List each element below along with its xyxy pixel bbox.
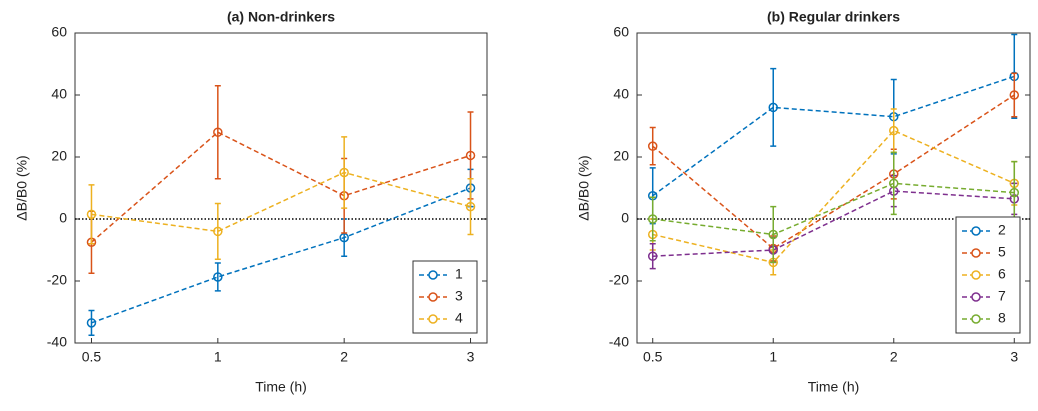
marker: [647, 251, 658, 261]
error-bar: [1011, 72, 1018, 118]
marker: [465, 201, 476, 212]
y-tick-label: 20: [51, 148, 67, 164]
y-tick-label: -40: [609, 334, 629, 350]
y-tick-label: -40: [47, 334, 67, 350]
chart: (a) Non-drinkers Time (h) ΔB/B0 (%) -40 -20 0…: [14, 9, 488, 395]
y-tick-label: 60: [51, 24, 67, 40]
x-tick-label: 2: [340, 349, 348, 365]
x-tick-label: 0.5: [82, 349, 102, 365]
error-bar: [649, 126, 656, 166]
legend-label: 4: [455, 310, 463, 326]
series-line: [91, 187, 471, 324]
marker: [768, 102, 778, 113]
x-tick-label: 0.5: [643, 349, 663, 365]
y-tick-label: -20: [609, 272, 629, 288]
error-bar: [88, 309, 95, 336]
marker: [465, 150, 476, 161]
marker: [889, 178, 899, 189]
marker: [768, 229, 778, 240]
error-bar: [770, 67, 777, 147]
y-tick-label: 60: [613, 24, 629, 40]
series-line: [91, 171, 471, 233]
error-bar: [214, 262, 221, 292]
legend-swatch: [971, 248, 981, 258]
legend-label: 6: [998, 266, 1006, 282]
x-tick-label: 1: [769, 349, 777, 365]
marker: [339, 167, 349, 178]
y-tick-label: 40: [51, 86, 67, 102]
error-bar: [88, 184, 95, 245]
series-line: [652, 75, 1015, 197]
legend-label: 1: [455, 266, 463, 282]
legend-label: 7: [998, 288, 1006, 304]
y-axis-label: ΔB/B0 (%): [14, 155, 30, 220]
marker: [889, 125, 899, 136]
y-axis-label: ΔB/B0 (%): [576, 155, 592, 220]
x-tick-label: 1: [214, 349, 222, 365]
y-tick-label: 20: [613, 148, 629, 164]
legend-label: 5: [998, 244, 1006, 260]
chart-title: (b) Regular drinkers: [767, 9, 900, 25]
error-bar: [890, 151, 897, 216]
x-tick-label: 2: [890, 349, 898, 365]
error-bar: [214, 202, 221, 261]
y-tick-label: 0: [621, 210, 629, 226]
legend-swatch: [971, 314, 981, 324]
series-line: [652, 182, 1015, 236]
marker: [1009, 187, 1020, 198]
y-tick-label: 0: [59, 210, 67, 226]
legend-swatch: [428, 314, 438, 324]
x-tick-label: 3: [467, 349, 475, 365]
marker: [86, 318, 97, 328]
chart: (b) Regular drinkers Time (h) ΔB/B0 (%) -40…: [576, 9, 1031, 395]
error-bar: [649, 196, 656, 242]
legend-swatch: [971, 270, 981, 280]
series-line: [652, 190, 1015, 257]
legend-swatch: [428, 270, 438, 280]
error-bar: [341, 136, 348, 209]
legend-swatch: [428, 292, 438, 302]
x-axis-label: Time (h): [255, 379, 307, 395]
marker: [213, 226, 223, 237]
series-line: [652, 129, 1015, 264]
error-bar: [467, 177, 474, 236]
x-tick-label: 3: [1010, 349, 1018, 365]
series-line: [652, 94, 1015, 250]
y-tick-label: -20: [47, 272, 67, 288]
legend-label: 2: [998, 222, 1006, 238]
legend-label: 3: [455, 288, 463, 304]
marker: [213, 127, 223, 137]
marker: [213, 272, 223, 282]
error-bar: [214, 84, 221, 180]
error-bar: [770, 205, 777, 264]
x-axis-label: Time (h): [808, 379, 860, 395]
marker: [647, 141, 658, 151]
legend-swatch: [971, 226, 981, 236]
marker: [647, 214, 658, 224]
chart-title: (a) Non-drinkers: [227, 9, 335, 25]
series-line: [90, 131, 471, 243]
marker: [1009, 90, 1020, 100]
legend-swatch: [971, 292, 981, 302]
legend-label: 8: [998, 310, 1006, 326]
marker: [86, 209, 97, 220]
error-bar: [649, 243, 656, 270]
y-tick-label: 40: [613, 86, 629, 102]
